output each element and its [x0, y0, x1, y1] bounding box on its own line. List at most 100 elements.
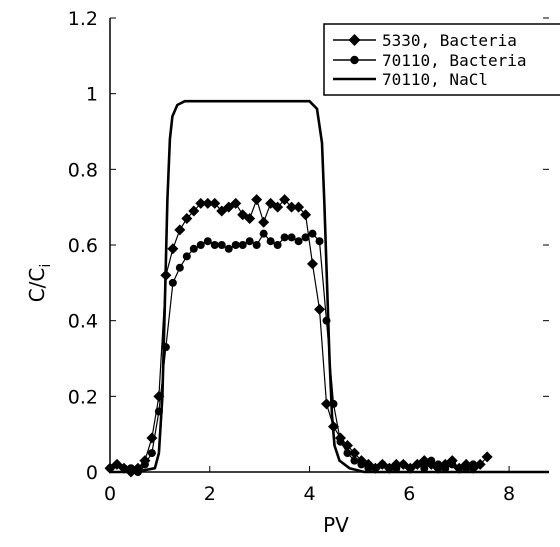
- y-tick-label: 0.2: [68, 386, 98, 408]
- data-point-circle: [175, 263, 184, 272]
- data-point-circle: [224, 244, 233, 253]
- data-point-circle: [406, 464, 415, 473]
- data-point-diamond: [258, 216, 270, 228]
- data-point-circle: [196, 241, 205, 249]
- data-point-circle: [385, 464, 394, 473]
- x-tick-label: 4: [303, 483, 315, 505]
- data-point-circle: [106, 464, 114, 473]
- data-point-circle: [168, 278, 177, 287]
- data-point-diamond: [195, 197, 207, 209]
- data-point-diamond: [251, 194, 263, 206]
- y-tick-label: 0.6: [68, 235, 98, 257]
- data-point-circle: [350, 456, 359, 465]
- data-point-diamond: [474, 458, 486, 470]
- data-point-circle: [357, 460, 366, 469]
- y-tick-label: 1.2: [68, 8, 98, 30]
- legend-entry-2: 70110, Bacteria: [333, 51, 527, 70]
- data-point-circle: [217, 241, 226, 249]
- data-point-circle: [420, 464, 429, 473]
- data-point-circle: [245, 237, 254, 246]
- data-point-circle: [259, 229, 268, 238]
- data-point-diamond: [307, 258, 319, 270]
- data-point-diamond: [230, 197, 242, 209]
- data-point-circle: [287, 233, 296, 242]
- data-point-circle: [119, 464, 128, 473]
- data-point-circle: [371, 464, 380, 473]
- legend-marker-circle: [350, 55, 359, 65]
- data-point-circle: [301, 233, 310, 242]
- data-point-circle: [210, 241, 219, 249]
- x-tick-label: 2: [204, 483, 216, 505]
- data-point-diamond: [174, 224, 186, 236]
- axis-ticks: 0 2 4 6 8 0 0.2 0.4 0.6 0.8 1 1.2: [68, 8, 549, 505]
- legend-label-2: 70110, Bacteria: [382, 51, 527, 70]
- legend-entry-1: 5330, Bacteria: [333, 31, 517, 50]
- data-point-diamond: [188, 205, 200, 217]
- data-point-circle: [469, 460, 478, 469]
- x-tick-label: 8: [503, 483, 515, 505]
- y-tick-label: 0: [86, 462, 98, 484]
- data-point-circle: [462, 464, 471, 473]
- data-point-diamond: [244, 213, 256, 225]
- data-point-diamond: [481, 451, 493, 463]
- data-point-circle: [308, 229, 317, 238]
- y-axis-title: C/Ci: [25, 264, 54, 303]
- y-tick-label: 0.4: [68, 311, 98, 333]
- legend-label-3: 70110, NaCl: [382, 70, 488, 89]
- data-point-diamond: [286, 201, 298, 213]
- data-point-circle: [252, 241, 261, 249]
- data-point-circle: [280, 233, 289, 242]
- data-point-circle: [336, 437, 345, 446]
- data-point-diamond: [272, 201, 284, 213]
- data-point-diamond: [300, 209, 312, 221]
- data-point-circle: [189, 244, 198, 253]
- y-axis-title-main: C/C: [25, 268, 49, 303]
- data-point-diamond: [209, 197, 221, 209]
- data-point-circle: [455, 464, 464, 473]
- data-point-diamond: [181, 213, 193, 225]
- data-point-circle: [434, 460, 443, 469]
- data-point-circle: [427, 456, 436, 465]
- legend: 5330, Bacteria 70110, Bacteria 70110, Na…: [323, 23, 560, 96]
- data-point-circle: [266, 237, 275, 246]
- data-point-circle: [315, 237, 324, 246]
- data-point-circle: [392, 464, 401, 473]
- data-point-diamond: [279, 194, 291, 206]
- data-point-circle: [126, 464, 135, 473]
- data-point-circle: [140, 460, 149, 469]
- data-point-diamond: [348, 447, 360, 459]
- data-point-circle: [112, 460, 121, 469]
- data-point-circle: [343, 449, 352, 458]
- data-point-circle: [231, 241, 240, 249]
- series-line: [110, 99, 549, 474]
- y-tick-label: 1: [86, 84, 98, 106]
- x-tick-label: 0: [104, 483, 116, 505]
- data-point-circle: [448, 460, 457, 469]
- data-point-circle: [413, 460, 422, 469]
- data-point-circle: [378, 460, 387, 469]
- data-point-diamond: [202, 197, 214, 209]
- data-point-circle: [441, 464, 450, 473]
- series-3: [110, 99, 549, 474]
- data-point-diamond: [321, 398, 333, 410]
- legend-marker-diamond: [348, 34, 361, 46]
- y-tick-label: 0.8: [68, 159, 98, 181]
- x-axis-title: PV: [323, 513, 349, 537]
- data-point-circle: [294, 237, 303, 246]
- x-tick-label: 6: [403, 483, 415, 505]
- data-point-diamond: [293, 201, 305, 213]
- legend-box: [323, 23, 560, 96]
- legend-label-1: 5330, Bacteria: [382, 31, 517, 50]
- data-point-circle: [273, 241, 282, 249]
- data-point-circle: [182, 252, 191, 261]
- data-point-circle: [147, 449, 156, 458]
- data-point-circle: [399, 460, 408, 469]
- data-point-diamond: [146, 432, 158, 444]
- data-point-circle: [203, 237, 212, 246]
- legend-entry-3: 70110, NaCl: [333, 70, 488, 89]
- data-point-circle: [364, 464, 373, 473]
- y-axis-title-subscript: i: [38, 264, 54, 268]
- series-layer: [104, 99, 549, 478]
- data-point-circle: [238, 241, 247, 249]
